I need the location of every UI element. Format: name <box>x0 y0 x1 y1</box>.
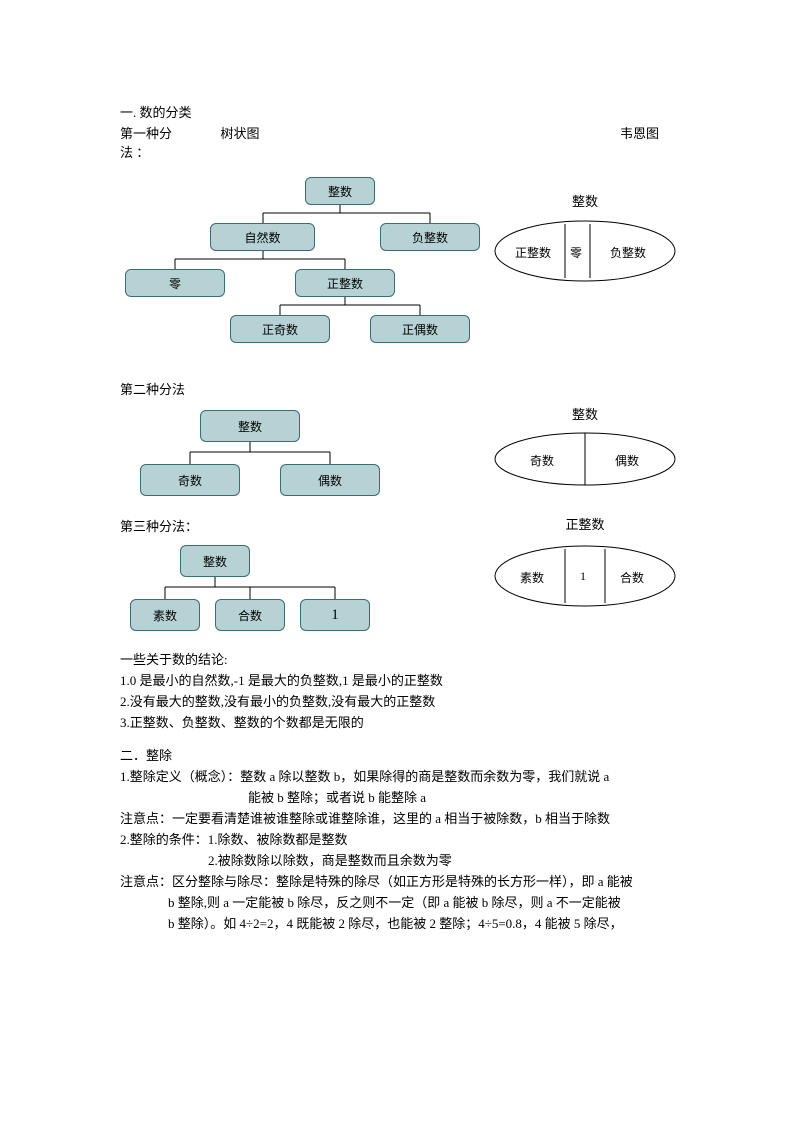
tree1-zero: 零 <box>125 269 225 297</box>
venn-diagram-2: 奇数 偶数 <box>490 429 680 489</box>
venn-diagram-3: 素数 1 合数 <box>490 541 680 611</box>
tree1-posodd: 正奇数 <box>230 315 330 343</box>
venn2-a: 奇数 <box>530 452 554 469</box>
sec2-note2a: 注意点：区分整除与除尽：整除是特殊的除尽（如正方形是特殊的长方形一样），即 a … <box>120 871 680 890</box>
method3-label: 第三种分法： <box>120 516 490 535</box>
tree1-root: 整数 <box>305 177 375 205</box>
venn3-title: 正整数 <box>490 514 680 533</box>
venn2-b: 偶数 <box>615 452 639 469</box>
tree2-odd: 奇数 <box>140 464 240 496</box>
sec2-note1: 注意点：一定要看清楚谁被谁整除或谁整除谁，这里的 a 相当于被除数，b 相当于除… <box>120 808 680 827</box>
venn1-c: 负整数 <box>610 244 646 261</box>
tree3-root: 整数 <box>180 545 250 577</box>
sec2-cond: 2.整除的条件：1.除数、被除数都是整数 <box>120 829 680 848</box>
venn3-c: 合数 <box>620 569 644 586</box>
sec2-note2b: b 整除,则 a 一定能被 b 除尽，反之则不一定（即 a 能被 b 除尽，则 … <box>120 892 680 911</box>
tree1-neg: 负整数 <box>380 223 480 251</box>
tree-label: 树状图 <box>180 123 300 161</box>
tree1-natural: 自然数 <box>210 223 315 251</box>
conclusions-title: 一些关于数的结论: <box>120 649 680 668</box>
tree-diagram-1: 整数 自然数 负整数 零 正整数 正奇数 正偶数 <box>120 171 490 371</box>
tree-diagram-2: 整数 奇数 偶数 <box>120 404 490 504</box>
method2-label: 第二种分法 <box>120 379 680 398</box>
tree3-one: 1 <box>300 599 370 631</box>
section-title: 一. 数的分类 <box>120 102 680 121</box>
venn1-b: 零 <box>570 244 582 261</box>
tree-diagram-3: 整数 素数 合数 1 <box>120 539 490 639</box>
sec2-def-1: 1.整除定义（概念）：整数 a 除以整数 b，如果除得的商是整数而余数为零，我们… <box>120 766 680 785</box>
section2-title: 二．整除 <box>120 745 680 764</box>
venn1-title: 整数 <box>490 191 680 210</box>
tree2-root: 整数 <box>200 410 300 442</box>
venn3-a: 素数 <box>520 569 544 586</box>
sec2-cond-b: 2.被除数除以除数，商是整数而且余数为零 <box>120 850 680 869</box>
sec2-def-1b: 能被 b 整除；或者说 b 能整除 a <box>120 787 680 806</box>
tree1-poseven: 正偶数 <box>370 315 470 343</box>
venn-diagram-1: 正整数 零 负整数 <box>490 216 680 286</box>
sec2-note2c: b 整除）。如 4÷2=2，4 既能被 2 除尽，也能被 2 整除；4÷5=0.… <box>120 913 680 932</box>
tree3-prime: 素数 <box>130 599 200 631</box>
method1-header: 第一种分法 ： 树状图 韦恩图 <box>120 123 680 161</box>
conclusion-3: 3.正整数、负整数、整数的个数都是无限的 <box>120 712 680 731</box>
venn3-b: 1 <box>580 569 586 584</box>
method1-label: 第一种分法 ： <box>120 123 180 161</box>
venn2-title: 整数 <box>490 404 680 423</box>
venn1-a: 正整数 <box>515 244 551 261</box>
tree2-even: 偶数 <box>280 464 380 496</box>
conclusion-1: 1.0 是最小的自然数,-1 是最大的负整数,1 是最小的正整数 <box>120 670 680 689</box>
venn-label: 韦恩图 <box>620 123 680 161</box>
tree1-posint: 正整数 <box>295 269 395 297</box>
tree3-comp: 合数 <box>215 599 285 631</box>
conclusion-2: 2.没有最大的整数,没有最小的负整数,没有最大的正整数 <box>120 691 680 710</box>
